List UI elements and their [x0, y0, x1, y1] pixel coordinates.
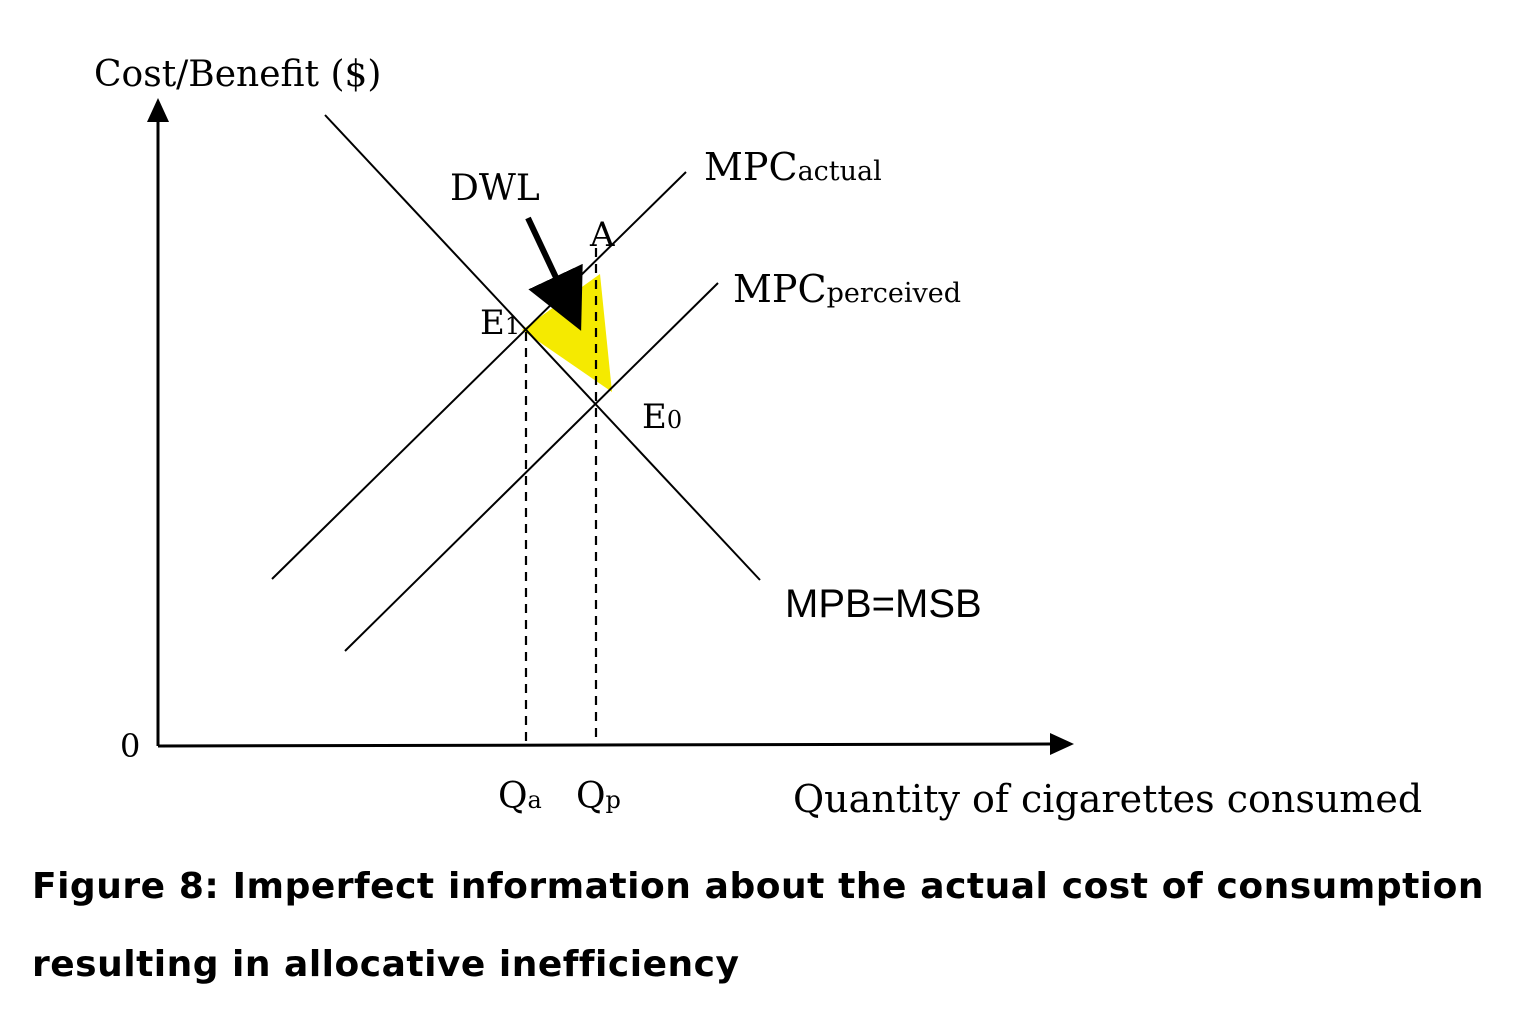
- dwl-area: [522, 274, 612, 392]
- dwl-arrow: [525, 216, 583, 331]
- dwl-label: DWL: [450, 168, 540, 209]
- mpc-actual-label: MPCactual: [704, 145, 882, 189]
- mpc-actual-curve: [271, 171, 687, 580]
- x-axis-arrowhead: [1050, 733, 1074, 755]
- mpc-perceived-label: MPCperceived: [733, 267, 961, 311]
- origin-label: 0: [120, 727, 140, 765]
- welfare-diagram: Cost/Benefit ($) 0 Quantity of cigarette…: [94, 54, 1422, 821]
- qa-label: Qa: [498, 776, 542, 817]
- y-axis-arrowhead: [147, 98, 169, 122]
- mpb-msb-label: MPB=MSB: [785, 582, 982, 626]
- point-e1-label: E1: [480, 303, 520, 343]
- mpc-perceived-curve: [344, 282, 719, 652]
- mpb-msb-curve: [324, 114, 761, 581]
- qp-label: Qp: [576, 776, 621, 817]
- x-axis: [157, 742, 1053, 748]
- point-e0-label: E0: [642, 397, 682, 437]
- point-a-label: A: [589, 215, 615, 255]
- figure-caption: Figure 8: Imperfect information about th…: [32, 866, 1484, 985]
- y-axis-label: Cost/Benefit ($): [94, 54, 381, 95]
- x-axis-label: Quantity of cigarettes consumed: [793, 777, 1422, 821]
